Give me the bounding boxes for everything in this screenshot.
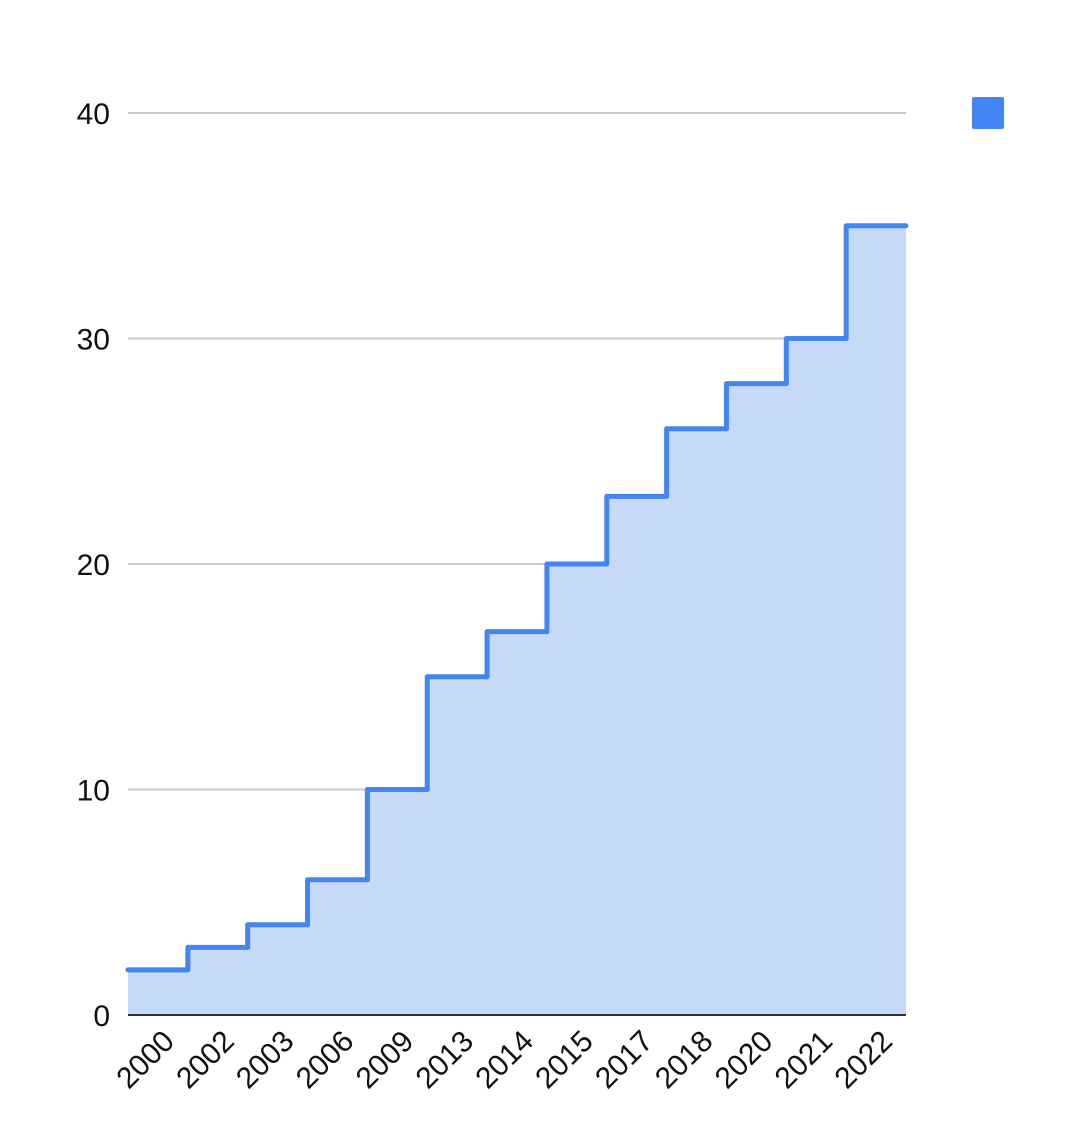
x-tick-label: 2022 [828, 1025, 899, 1096]
step-segment-2003 [245, 922, 311, 950]
x-tick-label: 2009 [350, 1025, 421, 1096]
series-line [125, 223, 909, 973]
step-segment-2002 [185, 944, 251, 973]
x-tick-label: 2015 [529, 1025, 600, 1096]
x-tick-label: 2020 [709, 1025, 780, 1096]
area-fill [128, 225, 906, 1015]
step-segment-2006 [305, 877, 370, 928]
y-tick-label: 20 [77, 549, 110, 582]
y-tick-label: 30 [77, 324, 110, 357]
x-tick-label: 2021 [769, 1025, 840, 1096]
x-tick-label: 2003 [230, 1025, 301, 1096]
x-tick-label: 2017 [589, 1025, 660, 1096]
x-tick-label: 2002 [170, 1025, 241, 1096]
y-tick-label: 0 [93, 1000, 110, 1033]
y-tick-label: 10 [77, 775, 110, 808]
legend-swatch [972, 97, 1004, 129]
y-tick-label: 40 [77, 98, 110, 131]
x-tick-label: 2013 [410, 1025, 481, 1096]
step-segment-2017 [604, 493, 670, 567]
step-segment-2014 [484, 629, 550, 680]
step-segment-2009 [364, 787, 430, 883]
x-tick-label: 2000 [110, 1025, 181, 1096]
legend [972, 97, 1004, 129]
series-area [128, 225, 906, 1015]
step-segment-2022 [843, 223, 909, 341]
step-segment-2018 [664, 426, 729, 499]
step-segment-2015 [544, 561, 610, 635]
step-segment-2013 [424, 674, 490, 792]
step-segment-2021 [783, 336, 849, 387]
x-tick-label: 2018 [649, 1025, 720, 1096]
step-segment-2020 [723, 381, 789, 432]
x-tick-label: 2014 [469, 1025, 540, 1096]
x-tick-label: 2006 [290, 1025, 361, 1096]
